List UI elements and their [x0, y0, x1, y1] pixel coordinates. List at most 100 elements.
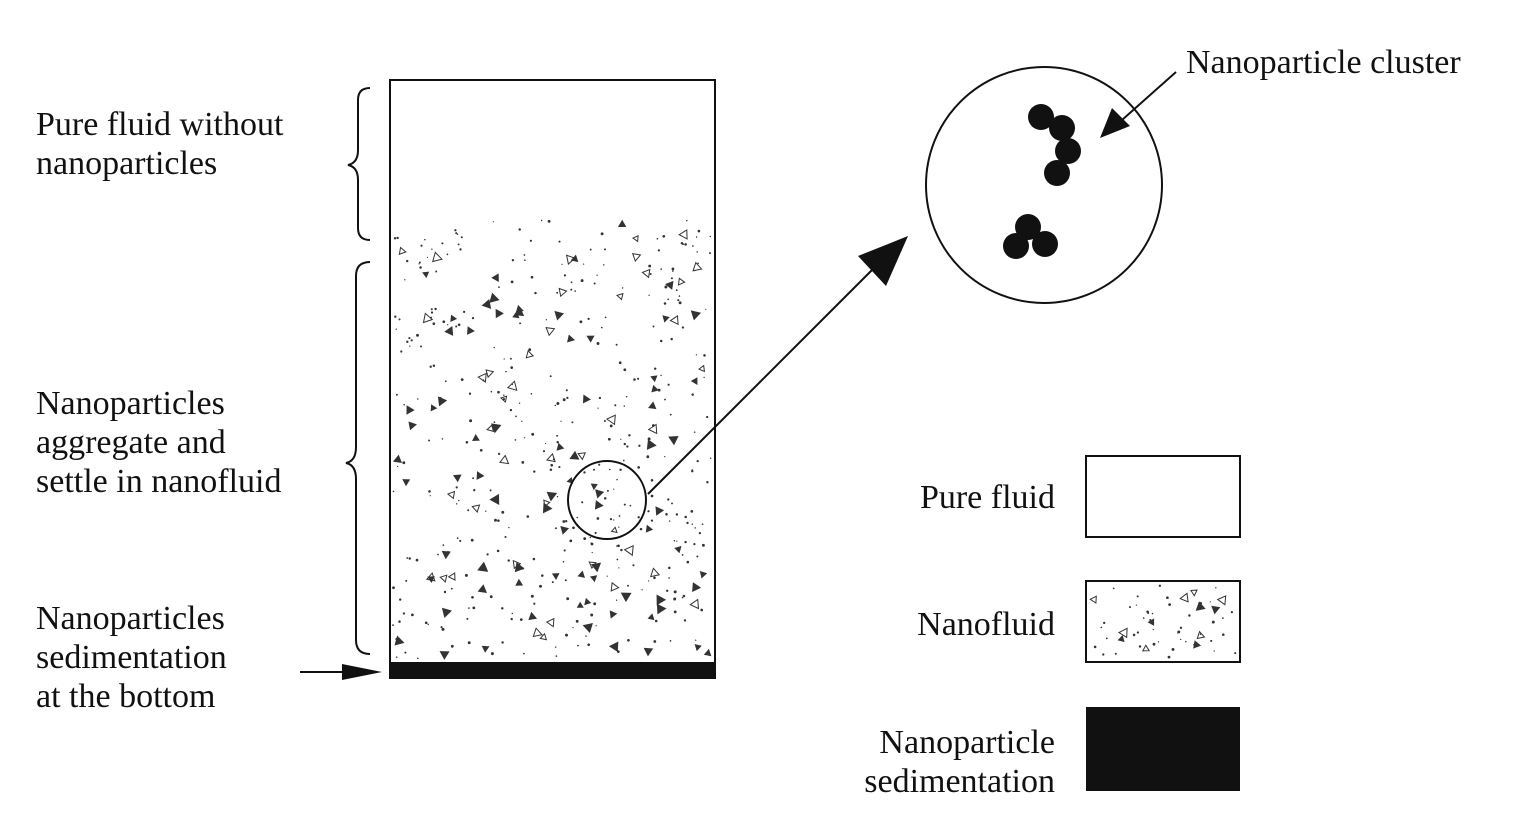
particle-dot: [528, 348, 532, 352]
legend-nanofluid-particles: [1089, 584, 1237, 659]
particle-dot: [577, 644, 579, 647]
particle-dot: [607, 437, 611, 441]
particle-aggregate: [577, 570, 586, 578]
particle-dot: [554, 404, 557, 407]
particle-dot: [408, 337, 411, 340]
particle-dot: [409, 345, 411, 347]
particle-aggregate: [586, 335, 595, 343]
particle-dot: [572, 626, 574, 629]
particle-dot: [706, 481, 709, 484]
particle-dot: [472, 477, 475, 480]
aggregate-label-word-and: and: [176, 424, 226, 461]
particle-dot: [560, 420, 562, 422]
particle-dot: [670, 337, 673, 341]
particle-dot: [457, 323, 461, 327]
particle-aggregate: [590, 483, 598, 491]
particle-dot: [603, 497, 607, 500]
particle-dot: [686, 560, 690, 564]
particle-aggregate: [489, 493, 500, 505]
particle-dot: [1093, 645, 1097, 649]
cluster-callout-label: Nanoparticle cluster: [1186, 44, 1461, 81]
particle-dot: [504, 535, 507, 539]
particle-dot: [603, 248, 607, 251]
legend-label-sedimentation: Nanoparticle sedimentation: [800, 723, 1055, 801]
particle-aggregate: [650, 375, 658, 383]
particle-dot: [706, 415, 709, 419]
particle-aggregate: [1211, 605, 1221, 615]
particle-aggregate: [576, 601, 584, 608]
particle-aggregate: [499, 395, 508, 403]
particle-dot: [510, 617, 513, 621]
particle-dot: [701, 523, 704, 526]
sedimentation-label-line-2: sedimentation: [36, 639, 227, 676]
particle-dot: [673, 610, 677, 614]
particle-dot: [556, 434, 559, 437]
particle-dot: [691, 393, 694, 396]
particle-dot: [485, 510, 487, 512]
particle-dot: [574, 290, 576, 292]
particle-dot: [467, 509, 470, 512]
particle-dot: [692, 245, 694, 247]
particle-dot: [532, 557, 536, 561]
particle-dot: [632, 564, 635, 567]
particle-aggregate: [515, 578, 524, 586]
particle-dot: [668, 566, 671, 570]
particle-aggregate: [577, 452, 586, 461]
particle-aggregate: [645, 524, 654, 533]
pure-fluid-label-line-1: Pure fluid without: [36, 106, 284, 143]
particle-dot: [669, 640, 672, 642]
particle-aggregate: [1117, 635, 1125, 643]
particle-dot: [459, 248, 462, 251]
particle-dot: [1185, 640, 1187, 643]
particle-aggregate: [623, 544, 634, 557]
pure-fluid-label-line-2: nanoparticles: [36, 145, 218, 182]
particle-aggregate: [582, 623, 593, 633]
particle-dot: [490, 652, 494, 656]
particle-dot: [447, 324, 449, 326]
particle-dot: [576, 516, 578, 519]
particle-dot: [566, 597, 570, 601]
particle-aggregate: [402, 479, 411, 487]
particle-dot: [521, 420, 523, 422]
particle-dot: [587, 643, 590, 646]
particle-dot: [427, 623, 429, 626]
particle-dot: [641, 589, 643, 591]
particle-dot: [570, 288, 573, 291]
particle-dot: [540, 219, 543, 222]
particle-dot: [404, 651, 407, 654]
particle-aggregate: [546, 452, 556, 463]
particle-aggregate: [620, 592, 632, 603]
particle-dot: [456, 233, 459, 236]
particle-dot: [466, 617, 469, 620]
particle-dot: [678, 295, 681, 297]
particle-dot: [571, 421, 574, 424]
particle-dot: [417, 657, 419, 660]
particle-dot: [681, 554, 684, 556]
particle-dot: [509, 357, 512, 360]
legend-label-nanofluid-line-1: Nanofluid: [917, 606, 1055, 643]
particle-dot: [459, 539, 462, 542]
particle-aggregate: [655, 506, 665, 516]
particle-dot: [673, 597, 677, 601]
particle-dot: [691, 470, 694, 473]
particle-aggregate: [525, 349, 535, 359]
particle-dot: [623, 405, 626, 407]
particle-aggregate: [698, 364, 706, 373]
particle-aggregate: [1117, 627, 1128, 639]
particle-dot: [694, 639, 697, 641]
particle-aggregate: [506, 380, 518, 392]
particle-dot: [653, 576, 656, 580]
particle-aggregate: [662, 315, 670, 323]
particle-dot: [519, 618, 523, 621]
particle-dot: [653, 640, 657, 643]
particle-dot: [563, 274, 567, 277]
particle-aggregate: [605, 414, 616, 426]
legend-label-pure-fluid-line-1: Pure fluid: [919, 479, 1055, 516]
particle-dot: [700, 608, 704, 612]
particle-dot: [637, 466, 641, 469]
particle-dot: [1171, 647, 1175, 651]
particle-dot: [503, 358, 505, 360]
particle-dot: [684, 243, 687, 246]
particle-aggregate: [431, 251, 443, 263]
